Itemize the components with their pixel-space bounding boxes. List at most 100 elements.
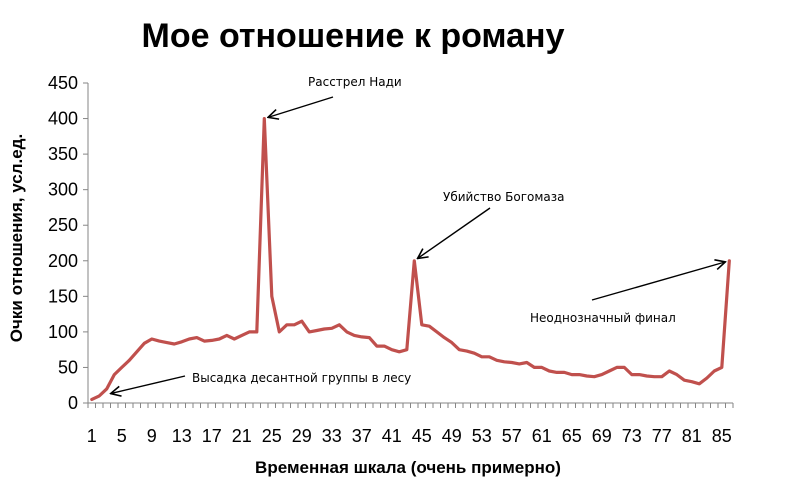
data-point [510, 361, 513, 364]
y-tick-label: 150 [48, 286, 78, 306]
data-point [495, 359, 498, 362]
data-point [90, 398, 93, 401]
data-point [443, 336, 446, 339]
x-tick-label: 61 [532, 426, 552, 446]
data-point [570, 373, 573, 376]
data-point [578, 373, 581, 376]
data-point [683, 379, 686, 382]
x-tick-label: 85 [712, 426, 732, 446]
data-point [233, 338, 236, 340]
data-point [113, 373, 116, 376]
data-point [353, 334, 356, 337]
data-point [188, 338, 191, 340]
data-point [405, 348, 408, 351]
data-point [548, 370, 551, 372]
data-point [173, 343, 176, 345]
data-point [195, 336, 198, 339]
y-tick-label: 400 [48, 109, 78, 129]
y-tick-label: 200 [48, 251, 78, 271]
data-point [323, 328, 326, 330]
x-tick-label: 45 [412, 426, 432, 446]
annotation-arrow [111, 375, 186, 394]
y-tick-label: 350 [48, 144, 78, 164]
chart-title: Мое отношение к роману [142, 17, 565, 55]
data-point [143, 342, 146, 345]
data-point [585, 375, 588, 377]
x-tick-label: 49 [442, 426, 462, 446]
data-point [203, 340, 206, 342]
data-point [293, 323, 296, 326]
annotation-arrow [418, 207, 491, 258]
data-point [255, 331, 258, 333]
data-point [165, 341, 168, 344]
data-point [105, 387, 108, 390]
data-point [518, 363, 521, 365]
annotation-label: Неоднозначный финал [530, 311, 676, 325]
x-tick-label: 21 [232, 426, 252, 446]
data-point [285, 323, 288, 326]
data-point [330, 327, 333, 330]
data-point [555, 371, 558, 374]
data-point [375, 345, 378, 347]
y-tick-label: 450 [48, 73, 78, 93]
annotation-arrow [268, 96, 334, 117]
data-point [533, 366, 536, 369]
data-point [428, 325, 431, 328]
data-point [540, 366, 543, 369]
y-axis-label: Очки отношения, усл.ед. [7, 134, 26, 342]
data-point [600, 373, 603, 376]
data-point [263, 117, 266, 120]
x-tick-label: 57 [502, 426, 522, 446]
y-tick-label: 300 [48, 180, 78, 200]
data-point [698, 383, 701, 385]
data-point [563, 371, 566, 374]
data-point [98, 395, 101, 397]
data-point [668, 370, 671, 372]
data-point [630, 373, 633, 376]
data-point [120, 366, 123, 369]
data-point [300, 320, 303, 323]
x-tick-label: 81 [682, 426, 702, 446]
x-axis-ticks: 1 5 9 13 17 21 25 29 33 37 41 45 49 53 57 61 65 69 73 77 81 8… [87, 403, 734, 446]
x-tick-label: 77 [652, 426, 672, 446]
data-point [248, 331, 251, 333]
x-tick-label: 73 [622, 426, 642, 446]
y-tick-label: 0 [68, 393, 78, 413]
data-point [218, 338, 221, 340]
data-point [720, 366, 723, 369]
x-tick-label: 37 [352, 426, 372, 446]
annotation-label: Расстрел Нади [308, 75, 402, 89]
data-point [360, 336, 363, 338]
data-point [675, 373, 678, 376]
data-point [158, 340, 161, 342]
x-tick-label: 25 [262, 426, 282, 446]
data-point [128, 359, 131, 362]
data-point [525, 361, 528, 364]
x-axis-label: Временная шкала (очень примерно) [255, 458, 561, 477]
data-point [638, 373, 641, 376]
data-point [690, 380, 693, 383]
annotations: Высадка десантной группы в лесу Расстрел … [111, 75, 726, 394]
x-tick-label: 41 [382, 426, 402, 446]
series-group [90, 116, 731, 401]
y-tick-label: 50 [58, 357, 78, 377]
data-point [210, 339, 213, 342]
data-point [660, 375, 663, 378]
data-point [413, 259, 416, 262]
data-point [240, 334, 243, 337]
data-point [503, 360, 506, 363]
series-line [90, 116, 731, 401]
data-point [345, 331, 348, 333]
x-tick-label: 65 [562, 426, 582, 446]
data-point [593, 375, 596, 378]
y-tick-label: 100 [48, 322, 78, 342]
data-point [135, 351, 138, 353]
annotation-label: Высадка десантной группы в лесу [192, 371, 411, 385]
data-point [623, 366, 626, 369]
data-point [278, 331, 281, 333]
data-point [458, 348, 461, 351]
data-point [308, 331, 311, 333]
data-point [420, 323, 423, 326]
data-point [450, 341, 453, 344]
